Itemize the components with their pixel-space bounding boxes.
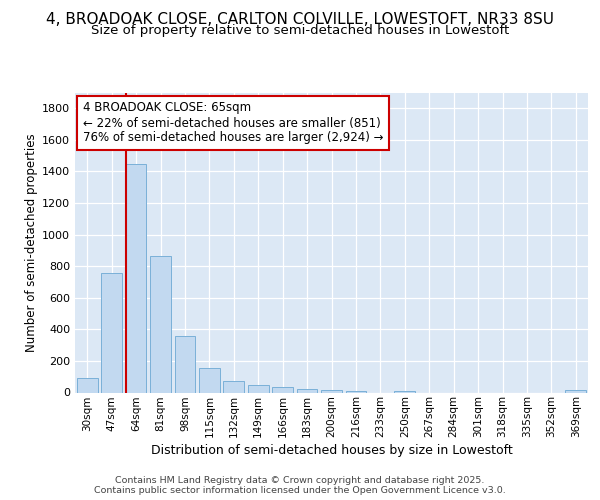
Text: 4 BROADOAK CLOSE: 65sqm
← 22% of semi-detached houses are smaller (851)
76% of s: 4 BROADOAK CLOSE: 65sqm ← 22% of semi-de… <box>83 102 383 144</box>
X-axis label: Distribution of semi-detached houses by size in Lowestoft: Distribution of semi-detached houses by … <box>151 444 512 458</box>
Bar <box>199 368 220 392</box>
Bar <box>565 390 586 392</box>
Bar <box>150 256 171 392</box>
Bar <box>101 272 122 392</box>
Bar <box>223 380 244 392</box>
Text: Size of property relative to semi-detached houses in Lowestoft: Size of property relative to semi-detach… <box>91 24 509 37</box>
Bar <box>175 336 196 392</box>
Bar <box>248 384 269 392</box>
Text: 4, BROADOAK CLOSE, CARLTON COLVILLE, LOWESTOFT, NR33 8SU: 4, BROADOAK CLOSE, CARLTON COLVILLE, LOW… <box>46 12 554 28</box>
Bar <box>77 378 98 392</box>
Bar <box>346 391 367 392</box>
Bar <box>296 388 317 392</box>
Text: Contains HM Land Registry data © Crown copyright and database right 2025.
Contai: Contains HM Land Registry data © Crown c… <box>94 476 506 495</box>
Bar <box>321 390 342 392</box>
Bar <box>272 387 293 392</box>
Bar <box>125 164 146 392</box>
Y-axis label: Number of semi-detached properties: Number of semi-detached properties <box>25 133 38 352</box>
Bar <box>394 391 415 392</box>
